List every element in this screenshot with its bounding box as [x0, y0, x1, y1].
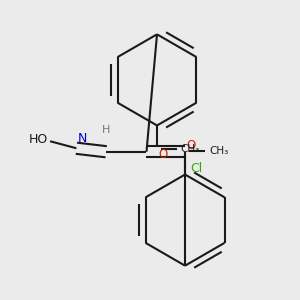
Text: N: N	[78, 132, 88, 146]
Text: CH₃: CH₃	[209, 146, 228, 156]
Text: HO: HO	[29, 133, 48, 146]
Text: O: O	[159, 148, 168, 160]
Text: CH₃: CH₃	[181, 144, 200, 154]
Text: H: H	[102, 125, 110, 135]
Text: O: O	[187, 140, 196, 152]
Text: Cl: Cl	[190, 162, 202, 175]
